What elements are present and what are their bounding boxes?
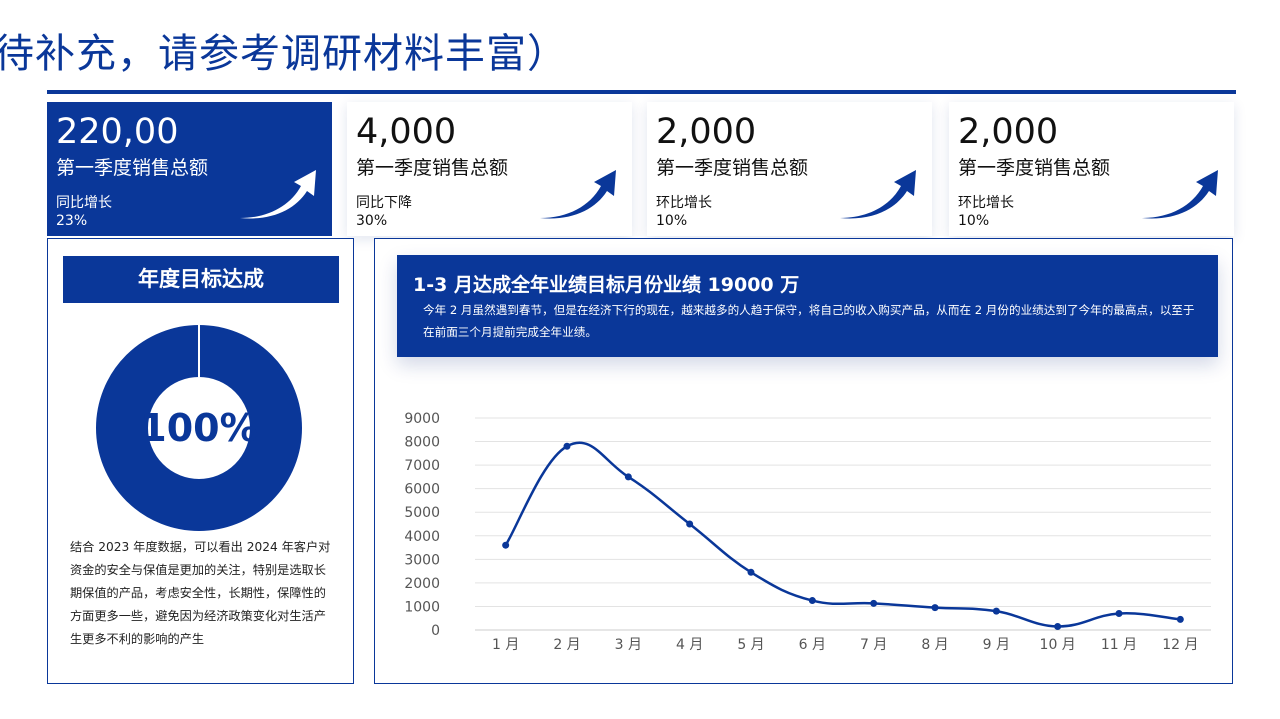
kpi-percent: 30%: [356, 213, 388, 229]
kpi-value: 2,000: [958, 112, 1059, 152]
x-tick-label: 10 月: [1040, 637, 1076, 653]
x-tick-label: 7 月: [860, 637, 887, 653]
kpi-value: 4,000: [356, 112, 457, 152]
kpi-percent: 10%: [656, 213, 688, 229]
x-tick-label: 3 月: [615, 637, 642, 653]
kpi-card-4: 2,000 第一季度销售总额 环比增长 10%: [949, 102, 1234, 236]
kpi-card-2: 4,000 第一季度销售总额 同比下降 30%: [347, 102, 632, 236]
y-tick-label: 5000: [404, 505, 440, 521]
chart-panel: 1-3 月达成全年业绩目标月份业绩 19000 万 今年 2 月虽然遇到春节，但…: [374, 238, 1233, 684]
x-tick-label: 8 月: [921, 637, 948, 653]
x-tick-label: 11 月: [1101, 637, 1137, 653]
monthly-line-chart: 0 1000 2000 3000 4000 5000 6000 7000 8000 9000 1 月…: [404, 411, 1211, 653]
y-tick-label: 4000: [404, 529, 440, 545]
y-tick-label: 3000: [404, 552, 440, 568]
goal-panel: 年度目标达成 100% 结合 2023 年度数据，可以看出 2024 年客户对资…: [47, 238, 354, 684]
kpi-label: 第一季度销售总额: [656, 157, 809, 179]
data-point: [931, 604, 939, 612]
kpi-label: 第一季度销售总额: [56, 157, 209, 179]
data-point: [1115, 610, 1123, 618]
title-divider: [47, 90, 1236, 94]
kpi-percent: 10%: [958, 213, 990, 229]
kpi-percent: 23%: [56, 213, 88, 229]
kpi-sub-label: 同比增长: [56, 195, 112, 211]
kpi-value: 220,00: [56, 112, 179, 152]
data-point: [624, 473, 632, 481]
kpi-label: 第一季度销售总额: [356, 157, 509, 179]
x-tick-label: 1 月: [492, 637, 519, 653]
data-point: [563, 442, 571, 450]
series-line: [504, 441, 1181, 628]
data-point: [992, 607, 1000, 615]
y-tick-label: 9000: [404, 411, 440, 427]
trend-arrow-icon: [1142, 170, 1218, 219]
kpi-sub-label: 同比下降: [356, 195, 412, 211]
y-tick-label: 8000: [404, 435, 440, 451]
y-tick-label: 1000: [404, 599, 440, 615]
trend-arrow-icon: [540, 170, 616, 219]
data-point: [747, 568, 755, 576]
kpi-label: 第一季度销售总额: [958, 157, 1111, 179]
x-tick-label: 2 月: [553, 637, 580, 653]
data-point: [686, 520, 694, 528]
goal-description: 结合 2023 年度数据，可以看出 2024 年客户对资金的安全与保值是更加的关…: [70, 540, 331, 646]
trend-arrow-icon: [840, 170, 916, 219]
x-tick-label: 6 月: [799, 637, 826, 653]
page-title: 待补充，请参考调研材料丰富）: [0, 31, 568, 77]
goal-percent-label: 100%: [140, 406, 258, 450]
goal-header: 年度目标达成: [63, 256, 339, 303]
kpi-value: 2,000: [656, 112, 757, 152]
x-tick-label: 4 月: [676, 637, 703, 653]
kpi-sub-label: 环比增长: [958, 195, 1014, 211]
x-tick-label: 5 月: [737, 637, 764, 653]
goal-donut-chart: [96, 325, 302, 531]
y-tick-label: 0: [431, 623, 440, 639]
y-tick-label: 7000: [404, 458, 440, 474]
info-box: 1-3 月达成全年业绩目标月份业绩 19000 万 今年 2 月虽然遇到春节，但…: [397, 255, 1218, 357]
kpi-card-3: 2,000 第一季度销售总额 环比增长 10%: [647, 102, 932, 236]
kpi-card-1: 220,00 第一季度销售总额 同比增长 23%: [47, 102, 332, 236]
y-tick-label: 2000: [404, 576, 440, 592]
data-point: [808, 597, 816, 605]
x-tick-label: 12 月: [1162, 637, 1198, 653]
info-title: 1-3 月达成全年业绩目标月份业绩 19000 万: [413, 274, 800, 296]
data-point: [502, 541, 510, 549]
info-text: 今年 2 月虽然遇到春节，但是在经济下行的现在，越来越多的人趋于保守，将自己的收…: [423, 303, 1195, 339]
data-point: [1176, 615, 1184, 623]
x-tick-label: 9 月: [983, 637, 1010, 653]
kpi-sub-label: 环比增长: [656, 195, 712, 211]
data-point: [1054, 622, 1062, 630]
y-tick-label: 6000: [404, 482, 440, 498]
data-point: [870, 599, 878, 607]
trend-arrow-icon: [240, 170, 316, 219]
